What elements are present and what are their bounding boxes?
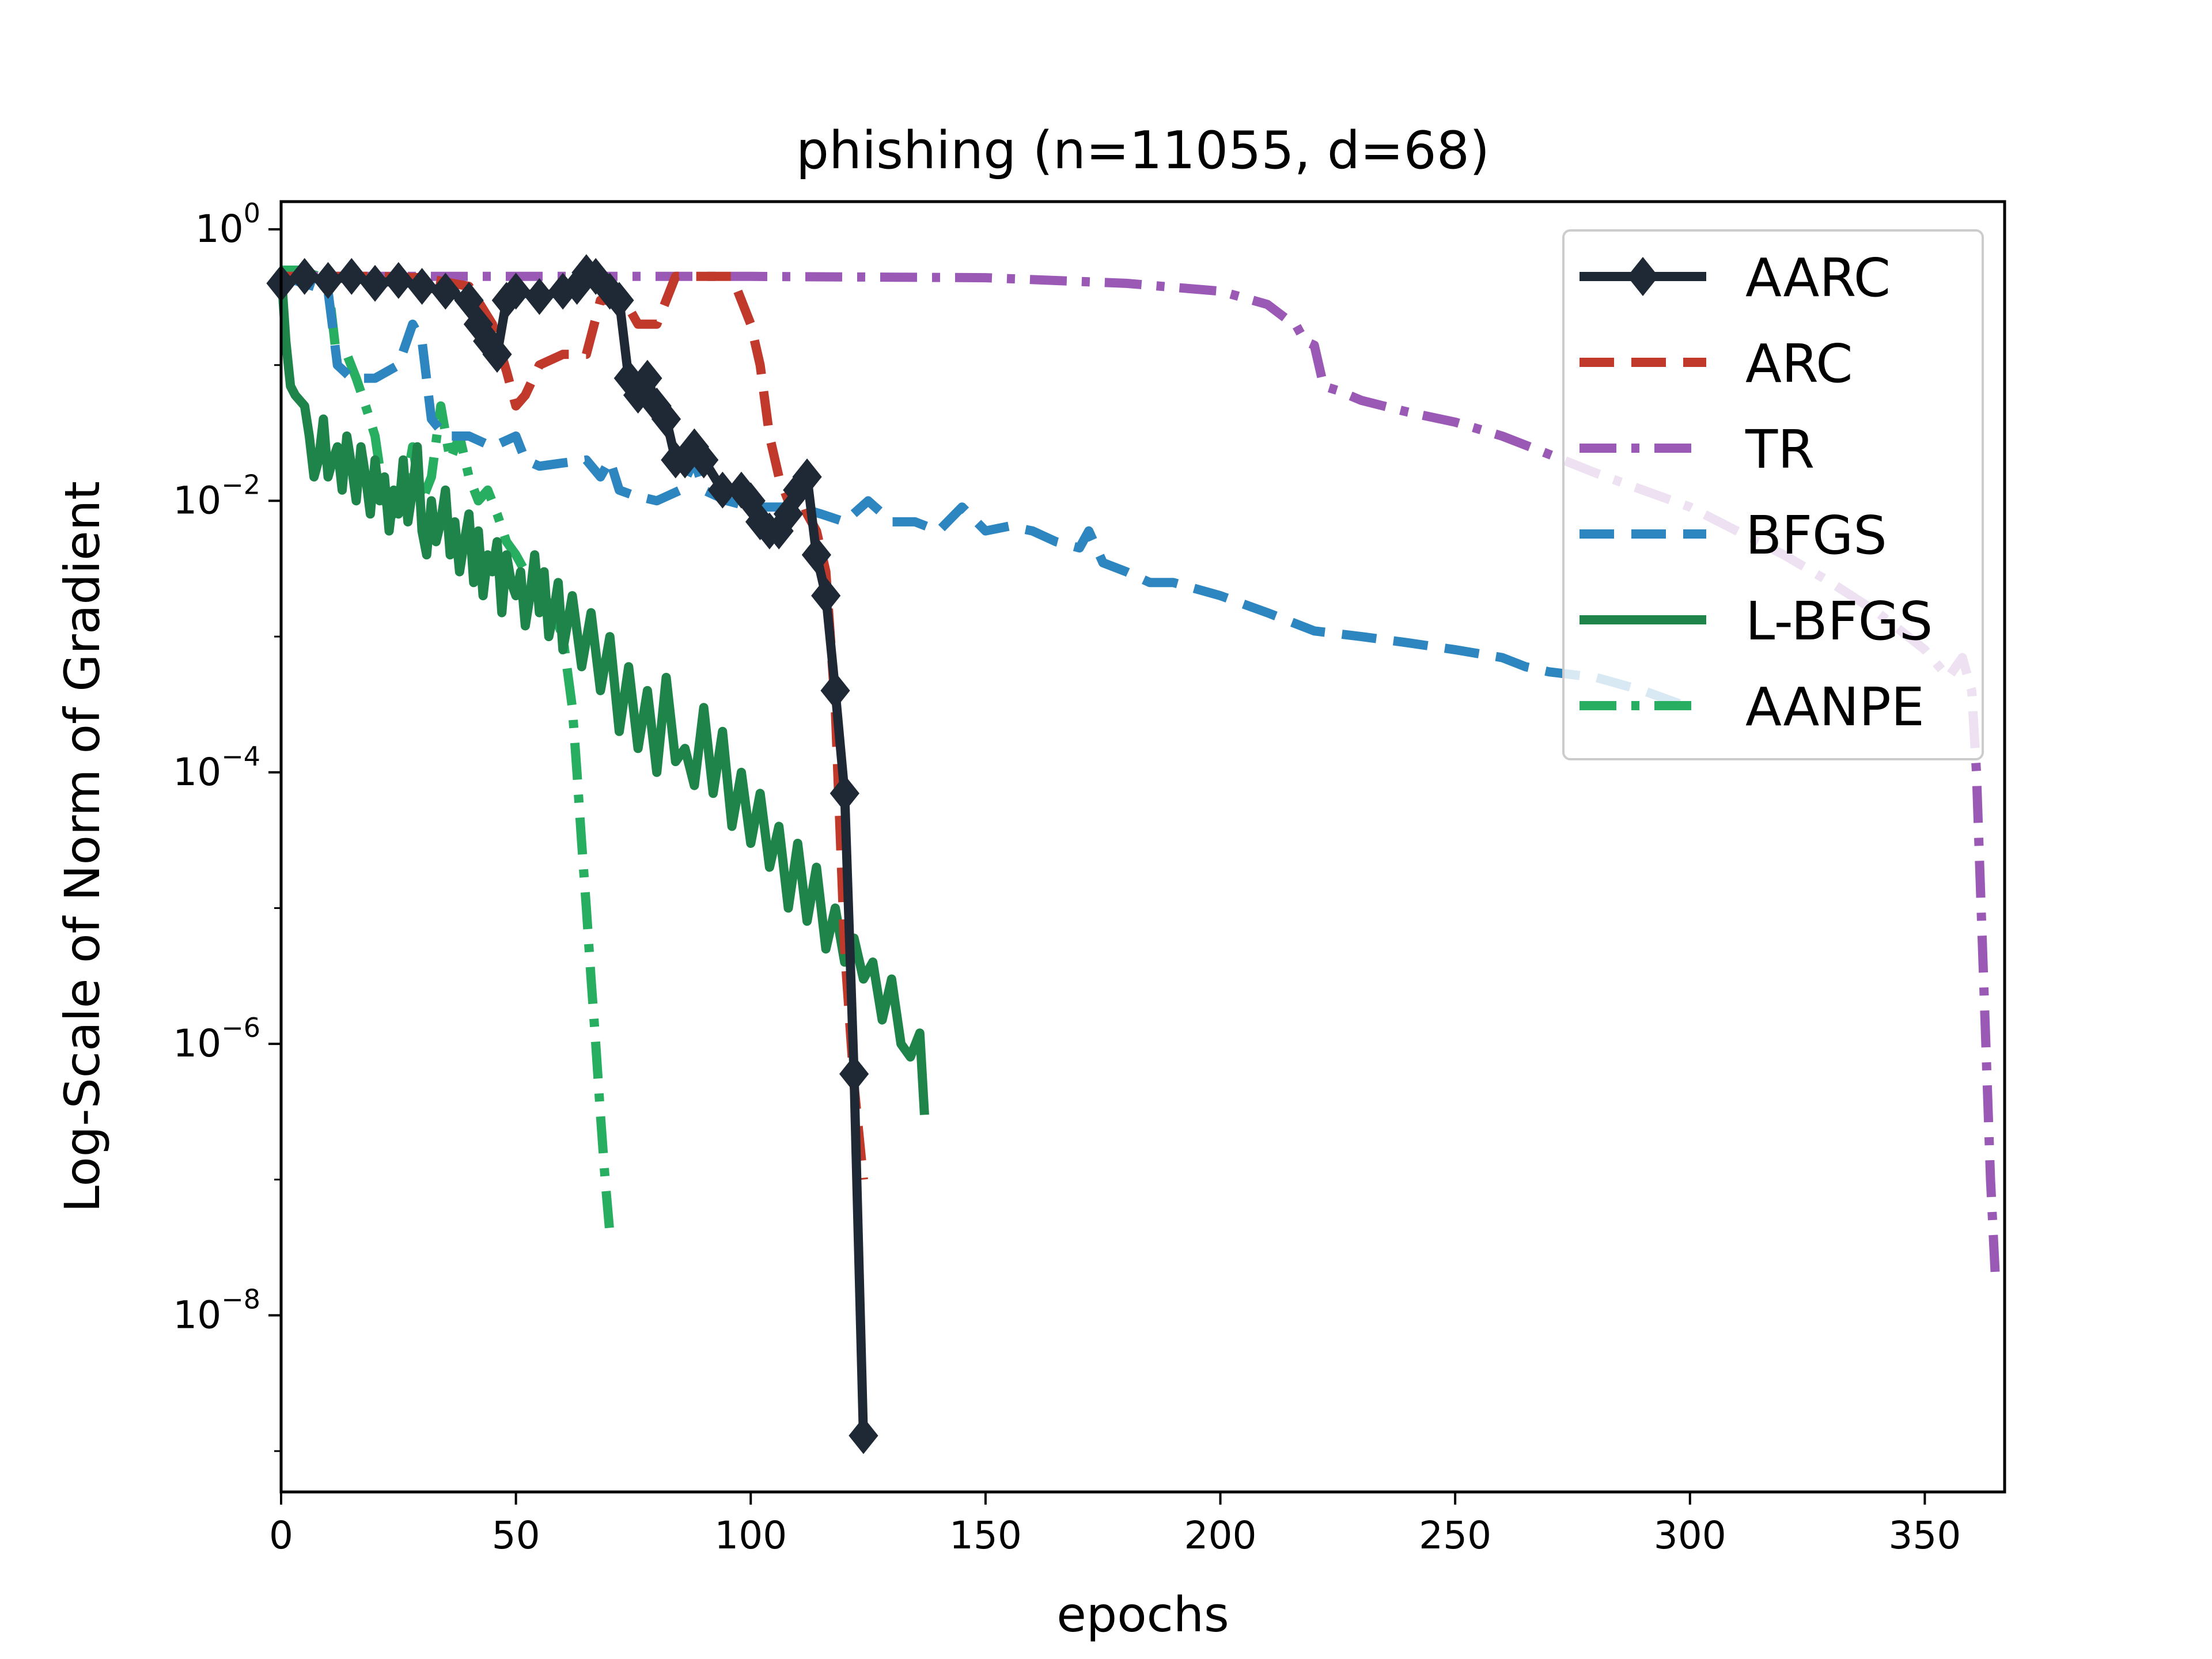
- x-tick-label: 50: [492, 1513, 540, 1558]
- series-line-aanpe: [281, 266, 615, 1234]
- x-tick-label: 0: [269, 1513, 293, 1558]
- data-point-aarc: [811, 577, 841, 615]
- x-tick-label: 100: [714, 1513, 787, 1558]
- data-point-aarc: [313, 262, 343, 299]
- series-line-l-bfgs: [276, 270, 929, 1115]
- y-tick-exponent: −2: [221, 469, 260, 500]
- x-tick-label: 200: [1184, 1513, 1257, 1558]
- data-point-aarc: [801, 536, 831, 574]
- data-point-aarc: [604, 282, 634, 319]
- chart-title: phishing (n=11055, d=68): [796, 120, 1490, 181]
- legend: AARC ARC TR BFGS L-BFGS AANPE: [1562, 229, 1984, 760]
- legend-box: [1562, 229, 1984, 760]
- data-point-aarc: [632, 359, 662, 397]
- x-axis: 0 50 100 150 200 250 300 350: [269, 1492, 1961, 1558]
- data-point-aarc: [482, 336, 512, 373]
- data-point-aarc: [839, 1055, 869, 1093]
- series-layer: [266, 254, 2000, 1455]
- x-axis-label: epochs: [1056, 1586, 1229, 1643]
- y-tick-base: 10: [173, 1293, 221, 1337]
- data-point-aarc: [820, 672, 850, 709]
- legend-label-arc: ARC: [1745, 333, 1853, 395]
- legend-marker-aarc: [1627, 257, 1659, 296]
- y-tick-exponent: −4: [221, 741, 260, 772]
- y-tick-label: 100: [195, 198, 260, 251]
- data-point-aarc: [707, 471, 737, 509]
- data-point-aarc: [430, 272, 460, 310]
- series-line-tr: [281, 271, 2000, 1275]
- y-axis-label: Log-Scale of Norm of Gradient: [54, 481, 111, 1213]
- legend-label-tr: TR: [1745, 419, 1815, 480]
- data-point-aarc: [524, 278, 554, 315]
- y-tick-label: 10−2: [173, 469, 260, 522]
- y-tick-label: 10−4: [173, 741, 260, 794]
- data-point-aarc: [501, 272, 531, 310]
- legend-label-bfgs: BFGS: [1745, 505, 1887, 566]
- y-tick-base: 10: [173, 1021, 221, 1066]
- x-tick-label: 300: [1654, 1513, 1726, 1558]
- y-tick-exponent: −6: [221, 1012, 260, 1043]
- legend-label-aarc: AARC: [1745, 247, 1891, 309]
- x-tick-label: 350: [1888, 1513, 1961, 1558]
- y-tick-base: 10: [195, 207, 244, 251]
- data-point-aarc: [360, 264, 390, 302]
- data-point-aarc: [830, 775, 859, 812]
- legend-entries: AARC ARC TR BFGS L-BFGS AANPE: [1580, 247, 1933, 738]
- plot-frame: [279, 200, 2006, 1494]
- data-point-aarc: [792, 458, 822, 495]
- x-tick-label: 250: [1419, 1513, 1491, 1558]
- y-tick-base: 10: [173, 478, 221, 522]
- data-point-aarc: [454, 282, 484, 319]
- data-point-aarc: [336, 257, 366, 295]
- legend-label-l-bfgs: L-BFGS: [1745, 590, 1933, 652]
- data-point-aarc: [849, 1417, 878, 1455]
- data-point-aarc: [384, 262, 414, 299]
- legend-label-aanpe: AANPE: [1745, 676, 1925, 738]
- plot-area: [266, 200, 2006, 1494]
- data-point-aarc: [473, 323, 503, 360]
- y-tick-label: 10−8: [173, 1283, 260, 1337]
- y-tick-exponent: −8: [221, 1283, 260, 1315]
- x-tick-label: 150: [949, 1513, 1022, 1558]
- y-tick-base: 10: [173, 750, 221, 794]
- y-tick-label: 10−6: [173, 1012, 260, 1066]
- data-point-aarc: [290, 257, 320, 295]
- data-point-aarc: [407, 268, 437, 305]
- y-tick-exponent: 0: [244, 198, 260, 229]
- data-point-aarc: [689, 441, 719, 479]
- data-point-aarc: [463, 305, 494, 343]
- data-point-aarc: [651, 400, 681, 438]
